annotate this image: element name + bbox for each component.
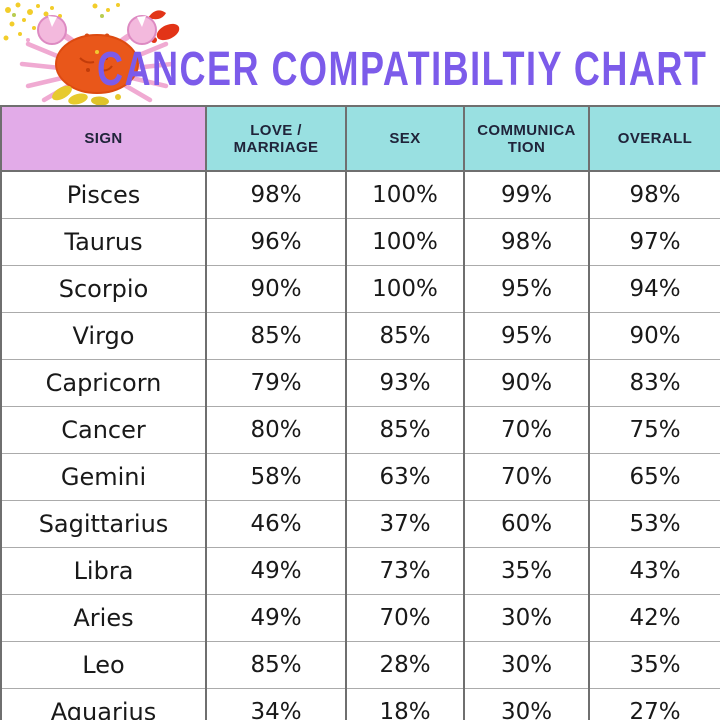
- column-header-sex: SEX: [345, 105, 465, 172]
- sex-cell: 93%: [345, 359, 465, 407]
- confetti-icon: [3, 2, 120, 42]
- love-marriage-cell: 79%: [205, 359, 347, 407]
- communication-cell: 90%: [463, 359, 590, 407]
- sex-cell: 73%: [345, 547, 465, 595]
- sign-cell: Capricorn: [0, 359, 207, 407]
- table-row: Pisces 98% 100% 99% 98%: [0, 170, 720, 219]
- sign-cell: Cancer: [0, 406, 207, 454]
- communication-cell: 70%: [463, 406, 590, 454]
- header-row: SIGN LOVE / MARRIAGE SEX COMMUNICATION O…: [0, 105, 720, 172]
- sex-cell: 28%: [345, 641, 465, 689]
- sex-cell: 100%: [345, 170, 465, 219]
- overall-cell: 90%: [588, 312, 720, 360]
- love-marriage-cell: 58%: [205, 453, 347, 501]
- overall-cell: 43%: [588, 547, 720, 595]
- crab-illustration: [3, 2, 180, 106]
- communication-cell: 70%: [463, 453, 590, 501]
- sign-cell: Virgo: [0, 312, 207, 360]
- communication-cell: 95%: [463, 265, 590, 313]
- communication-cell: 35%: [463, 547, 590, 595]
- overall-cell: 53%: [588, 500, 720, 548]
- sex-cell: 100%: [345, 265, 465, 313]
- overall-cell: 75%: [588, 406, 720, 454]
- love-marriage-cell: 90%: [205, 265, 347, 313]
- compatibility-table: SIGN LOVE / MARRIAGE SEX COMMUNICATION O…: [0, 105, 720, 720]
- sex-cell: 85%: [345, 312, 465, 360]
- overall-cell: 27%: [588, 688, 720, 720]
- table-row: Virgo 85% 85% 95% 90%: [0, 312, 720, 360]
- communication-cell: 60%: [463, 500, 590, 548]
- communication-cell: 99%: [463, 170, 590, 219]
- overall-cell: 35%: [588, 641, 720, 689]
- sign-cell: Pisces: [0, 170, 207, 219]
- leaves-icon: [52, 85, 121, 106]
- love-marriage-cell: 98%: [205, 170, 347, 219]
- column-header-overall: OVERALL: [588, 105, 720, 172]
- overall-cell: 65%: [588, 453, 720, 501]
- column-header-sign: SIGN: [0, 105, 207, 172]
- love-marriage-cell: 49%: [205, 547, 347, 595]
- sign-cell: Scorpio: [0, 265, 207, 313]
- communication-cell: 95%: [463, 312, 590, 360]
- communication-cell: 30%: [463, 641, 590, 689]
- sign-cell: Taurus: [0, 218, 207, 266]
- sign-cell: Leo: [0, 641, 207, 689]
- sex-cell: 37%: [345, 500, 465, 548]
- communication-cell: 30%: [463, 594, 590, 642]
- overall-cell: 94%: [588, 265, 720, 313]
- table-row: Cancer 80% 85% 70% 75%: [0, 406, 720, 454]
- love-marriage-cell: 49%: [205, 594, 347, 642]
- sign-cell: Sagittarius: [0, 500, 207, 548]
- crab-icon: [19, 15, 175, 103]
- love-marriage-cell: 85%: [205, 641, 347, 689]
- sign-cell: Gemini: [0, 453, 207, 501]
- table-row: Gemini 58% 63% 70% 65%: [0, 453, 720, 501]
- table-row: Libra 49% 73% 35% 43%: [0, 547, 720, 595]
- communication-cell: 30%: [463, 688, 590, 720]
- table-row: Taurus 96% 100% 98% 97%: [0, 218, 720, 266]
- column-header-communication: COMMUNICATION: [463, 105, 590, 172]
- love-marriage-cell: 85%: [205, 312, 347, 360]
- table-row: Aquarius 34% 18% 30% 27%: [0, 688, 720, 720]
- sex-cell: 100%: [345, 218, 465, 266]
- paint-splash-icon: [148, 10, 180, 43]
- sex-cell: 63%: [345, 453, 465, 501]
- sex-cell: 70%: [345, 594, 465, 642]
- table-row: Capricorn 79% 93% 90% 83%: [0, 359, 720, 407]
- table-row: Leo 85% 28% 30% 35%: [0, 641, 720, 689]
- sign-cell: Aries: [0, 594, 207, 642]
- column-header-love-marriage: LOVE / MARRIAGE: [205, 105, 347, 172]
- communication-cell: 98%: [463, 218, 590, 266]
- sign-cell: Aquarius: [0, 688, 207, 720]
- overall-cell: 42%: [588, 594, 720, 642]
- sex-cell: 18%: [345, 688, 465, 720]
- overall-cell: 83%: [588, 359, 720, 407]
- page-title: CANCER COMPATIBILTIY CHART: [97, 43, 708, 96]
- love-marriage-cell: 34%: [205, 688, 347, 720]
- love-marriage-cell: 96%: [205, 218, 347, 266]
- sign-cell: Libra: [0, 547, 207, 595]
- overall-cell: 98%: [588, 170, 720, 219]
- love-marriage-cell: 46%: [205, 500, 347, 548]
- sex-cell: 85%: [345, 406, 465, 454]
- table-row: Sagittarius 46% 37% 60% 53%: [0, 500, 720, 548]
- table-row: Scorpio 90% 100% 95% 94%: [0, 265, 720, 313]
- overall-cell: 97%: [588, 218, 720, 266]
- table-row: Aries 49% 70% 30% 42%: [0, 594, 720, 642]
- love-marriage-cell: 80%: [205, 406, 347, 454]
